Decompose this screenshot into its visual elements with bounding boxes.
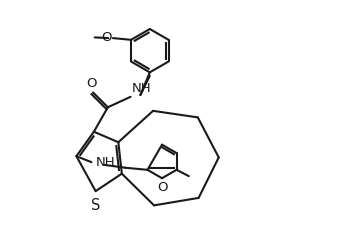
- Text: NH: NH: [132, 82, 151, 95]
- Text: NH: NH: [96, 156, 115, 169]
- Text: S: S: [91, 198, 100, 213]
- Text: O: O: [157, 181, 167, 194]
- Text: O: O: [101, 31, 112, 44]
- Text: O: O: [86, 77, 97, 90]
